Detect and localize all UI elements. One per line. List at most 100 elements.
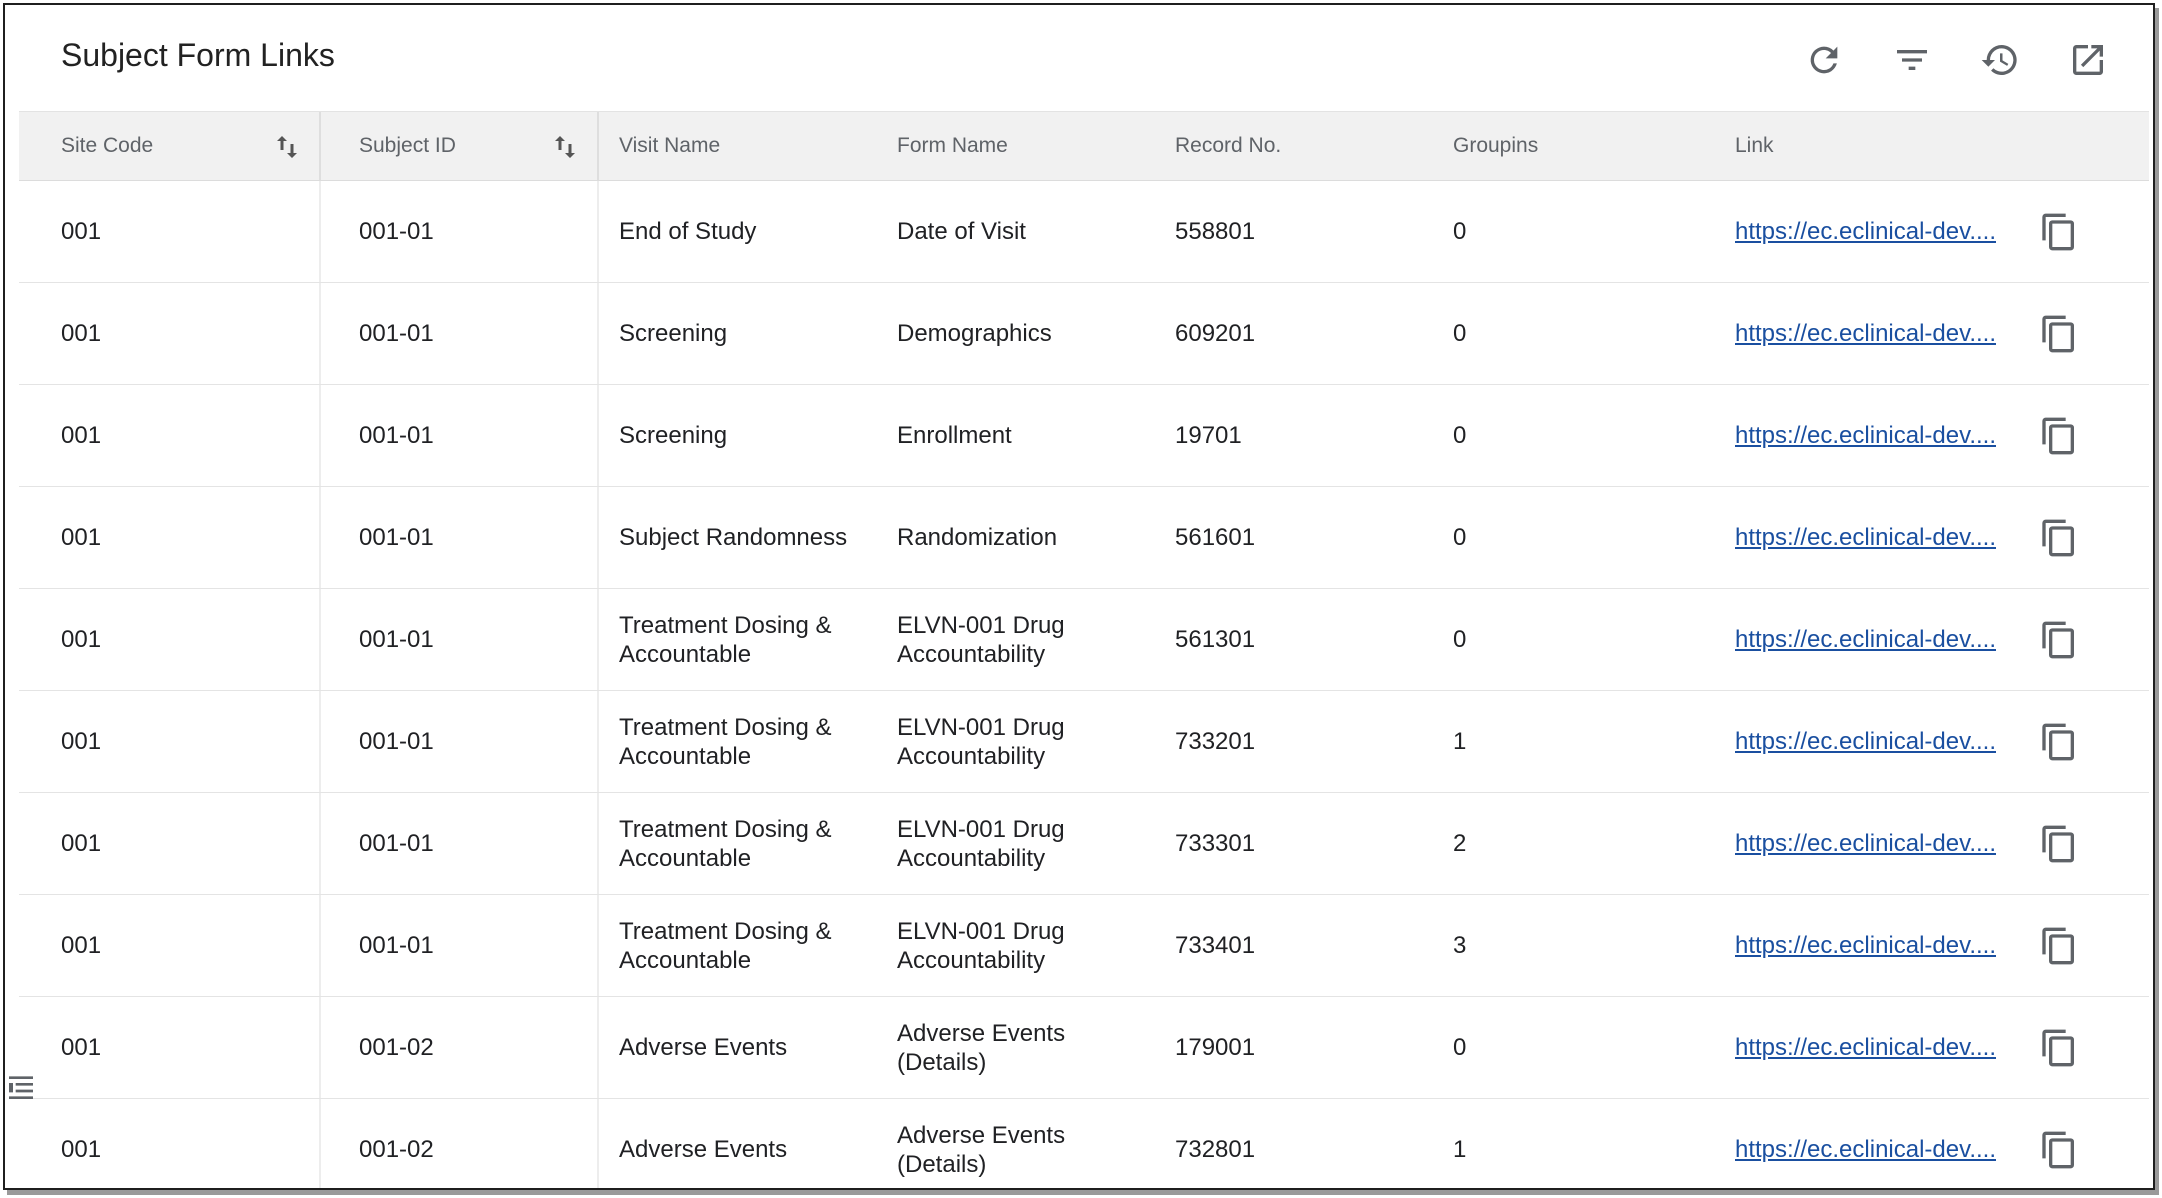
list-icon bbox=[9, 1076, 33, 1099]
cell-form-name: ELVN-001 Drug Accountability bbox=[897, 713, 1065, 770]
copy-link-button[interactable] bbox=[2037, 312, 2081, 356]
copy-icon bbox=[2042, 1131, 2074, 1168]
table-row: 001 001-01 Treatment Dosing & Accountabl… bbox=[19, 589, 2149, 691]
cell-record-no: 732801 bbox=[1175, 1136, 1256, 1163]
column-label: Record No. bbox=[1175, 134, 1282, 157]
copy-icon bbox=[2042, 621, 2074, 658]
form-link[interactable]: https://ec.eclinical-dev.... bbox=[1735, 830, 1996, 857]
cell-form-name: ELVN-001 Drug Accountability bbox=[897, 815, 1065, 872]
form-link[interactable]: https://ec.eclinical-dev.... bbox=[1735, 524, 1996, 551]
cell-link: https://ec.eclinical-dev.... bbox=[1713, 895, 2149, 996]
form-link[interactable]: https://ec.eclinical-dev.... bbox=[1735, 1136, 1996, 1163]
copy-link-button[interactable] bbox=[2037, 720, 2081, 764]
cell-link: https://ec.eclinical-dev.... bbox=[1713, 1099, 2149, 1188]
sort-icon[interactable] bbox=[553, 134, 577, 160]
cell-subject-id: 001-02 bbox=[321, 1099, 599, 1188]
column-header-record-no[interactable]: Record No. bbox=[1155, 112, 1433, 180]
panel-header: Subject Form Links bbox=[5, 5, 2153, 111]
cell-subject-id: 001-01 bbox=[321, 487, 599, 588]
column-header-link[interactable]: Link bbox=[1713, 112, 2149, 180]
cell-record-no: 558801 bbox=[1175, 218, 1256, 245]
copy-icon bbox=[2042, 417, 2074, 454]
cell-link: https://ec.eclinical-dev.... bbox=[1713, 283, 2149, 384]
cell-groupins: 3 bbox=[1453, 932, 1467, 959]
cell-link: https://ec.eclinical-dev.... bbox=[1713, 385, 2149, 486]
cell-site-code: 001 bbox=[19, 589, 321, 690]
copy-icon bbox=[2042, 519, 2074, 556]
cell-link: https://ec.eclinical-dev.... bbox=[1713, 691, 2149, 792]
copy-link-button[interactable] bbox=[2037, 516, 2081, 560]
form-link[interactable]: https://ec.eclinical-dev.... bbox=[1735, 728, 1996, 755]
side-panel-toggle[interactable] bbox=[5, 1071, 37, 1103]
cell-link: https://ec.eclinical-dev.... bbox=[1713, 793, 2149, 894]
cell-record-no: 561601 bbox=[1175, 524, 1256, 551]
table-row: 001 001-01 Screening Enrollment 19701 0 … bbox=[19, 385, 2149, 487]
cell-site-code: 001 bbox=[19, 691, 321, 792]
cell-form-name: ELVN-001 Drug Accountability bbox=[897, 917, 1065, 974]
cell-groupins: 0 bbox=[1453, 626, 1467, 653]
column-header-form-name[interactable]: Form Name bbox=[877, 112, 1155, 180]
copy-link-button[interactable] bbox=[2037, 924, 2081, 968]
sort-icon[interactable] bbox=[275, 134, 299, 160]
filter-icon bbox=[1897, 50, 1927, 70]
cell-groupins: 0 bbox=[1453, 320, 1467, 347]
cell-site-code: 001 bbox=[19, 793, 321, 894]
copy-link-button[interactable] bbox=[2037, 1128, 2081, 1172]
cell-groupins: 0 bbox=[1453, 422, 1467, 449]
cell-subject-id: 001-01 bbox=[321, 181, 599, 282]
page-title: Subject Form Links bbox=[61, 37, 335, 73]
form-link[interactable]: https://ec.eclinical-dev.... bbox=[1735, 218, 1996, 245]
cell-link: https://ec.eclinical-dev.... bbox=[1713, 181, 2149, 282]
form-links-table: Site Code Subject ID Visit Name Form Nam… bbox=[19, 111, 2149, 1188]
copy-link-button[interactable] bbox=[2037, 414, 2081, 458]
column-label: Groupins bbox=[1453, 134, 1539, 157]
column-header-site-code[interactable]: Site Code bbox=[19, 112, 321, 180]
form-link[interactable]: https://ec.eclinical-dev.... bbox=[1735, 320, 1996, 347]
copy-link-button[interactable] bbox=[2037, 618, 2081, 662]
cell-record-no: 19701 bbox=[1175, 422, 1242, 449]
column-header-groupins[interactable]: Groupins bbox=[1433, 112, 1713, 180]
cell-visit-name: Adverse Events bbox=[619, 1136, 788, 1163]
copy-link-button[interactable] bbox=[2037, 822, 2081, 866]
refresh-button[interactable] bbox=[1799, 35, 1849, 85]
copy-icon bbox=[2042, 213, 2074, 250]
cell-visit-name: Treatment Dosing & Accountable bbox=[619, 713, 832, 770]
cell-link: https://ec.eclinical-dev.... bbox=[1713, 997, 2149, 1098]
cell-visit-name: Screening bbox=[619, 320, 728, 347]
cell-subject-id: 001-01 bbox=[321, 691, 599, 792]
form-link[interactable]: https://ec.eclinical-dev.... bbox=[1735, 1034, 1996, 1061]
cell-visit-name: Treatment Dosing & Accountable bbox=[619, 917, 832, 974]
copy-icon bbox=[2042, 825, 2074, 862]
table-row: 001 001-02 Adverse Events Adverse Events… bbox=[19, 997, 2149, 1099]
copy-link-button[interactable] bbox=[2037, 210, 2081, 254]
table-row: 001 001-01 Treatment Dosing & Accountabl… bbox=[19, 691, 2149, 793]
cell-link: https://ec.eclinical-dev.... bbox=[1713, 589, 2149, 690]
copy-link-button[interactable] bbox=[2037, 1026, 2081, 1070]
table-body: 001 001-01 End of Study Date of Visit 55… bbox=[19, 181, 2149, 1188]
form-link[interactable]: https://ec.eclinical-dev.... bbox=[1735, 422, 1996, 449]
column-header-visit-name[interactable]: Visit Name bbox=[599, 112, 877, 180]
cell-record-no: 179001 bbox=[1175, 1034, 1256, 1061]
form-link[interactable]: https://ec.eclinical-dev.... bbox=[1735, 932, 1996, 959]
column-label: Subject ID bbox=[359, 134, 456, 157]
cell-visit-name: Screening bbox=[619, 422, 728, 449]
cell-record-no: 733401 bbox=[1175, 932, 1256, 959]
cell-site-code: 001 bbox=[19, 487, 321, 588]
cell-form-name: Adverse Events (Details) bbox=[897, 1019, 1066, 1076]
cell-form-name: Randomization bbox=[897, 524, 1058, 551]
cell-visit-name: Adverse Events bbox=[619, 1034, 788, 1061]
history-button[interactable] bbox=[1975, 35, 2025, 85]
cell-subject-id: 001-01 bbox=[321, 589, 599, 690]
cell-site-code: 001 bbox=[19, 181, 321, 282]
cell-record-no: 733201 bbox=[1175, 728, 1256, 755]
cell-site-code: 001 bbox=[19, 283, 321, 384]
filter-button[interactable] bbox=[1887, 35, 1937, 85]
open-external-button[interactable] bbox=[2063, 35, 2113, 85]
column-label: Link bbox=[1735, 134, 1774, 157]
cell-record-no: 733301 bbox=[1175, 830, 1256, 857]
column-header-subject-id[interactable]: Subject ID bbox=[321, 112, 599, 180]
form-link[interactable]: https://ec.eclinical-dev.... bbox=[1735, 626, 1996, 653]
subject-form-links-panel: Subject Form Links Site Code bbox=[3, 3, 2155, 1190]
cell-form-name: Demographics bbox=[897, 320, 1052, 347]
table-row: 001 001-01 Treatment Dosing & Accountabl… bbox=[19, 793, 2149, 895]
